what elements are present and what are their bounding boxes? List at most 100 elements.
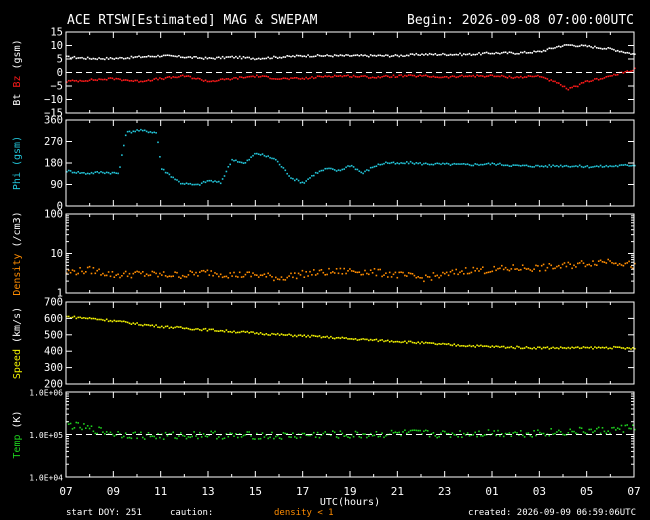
data-point <box>92 317 95 320</box>
data-point <box>417 54 419 56</box>
data-point <box>172 55 174 57</box>
data-point <box>204 327 207 330</box>
data-point <box>233 330 235 333</box>
data-point <box>248 75 250 78</box>
data-point <box>390 161 393 164</box>
data-point <box>254 438 256 440</box>
data-point <box>634 428 636 431</box>
data-point <box>292 432 294 434</box>
data-point <box>349 165 351 168</box>
data-point <box>366 75 368 78</box>
data-point <box>335 170 338 172</box>
data-point <box>181 56 184 59</box>
data-point <box>464 267 467 269</box>
data-point <box>119 166 121 168</box>
data-point <box>599 432 602 435</box>
data-point <box>535 264 537 267</box>
data-point <box>341 168 344 171</box>
data-point <box>451 269 454 272</box>
data-point <box>499 52 501 55</box>
data-point <box>615 346 617 348</box>
data-point <box>571 346 573 349</box>
data-point <box>447 432 450 435</box>
data-point <box>275 56 277 58</box>
data-point <box>153 325 155 328</box>
data-point <box>288 175 290 177</box>
data-point <box>514 164 516 166</box>
data-point <box>510 51 513 54</box>
data-point <box>445 271 448 274</box>
data-point <box>261 274 264 277</box>
data-point <box>316 75 319 77</box>
data-point <box>195 271 197 274</box>
data-point <box>69 170 72 172</box>
data-point <box>189 270 192 272</box>
data-point <box>197 77 199 80</box>
data-point <box>83 172 85 174</box>
data-point <box>472 53 475 56</box>
data-point <box>269 334 271 336</box>
data-point <box>221 330 224 332</box>
data-point <box>301 432 304 435</box>
data-point <box>273 78 275 80</box>
data-point <box>597 346 600 348</box>
data-point <box>599 347 602 349</box>
data-point <box>537 74 539 77</box>
data-point <box>385 54 387 56</box>
data-point <box>66 81 68 83</box>
data-point <box>94 171 97 173</box>
data-point <box>185 182 188 184</box>
data-point <box>75 317 78 320</box>
data-point <box>98 426 100 429</box>
data-point <box>123 144 125 147</box>
data-point <box>407 431 410 433</box>
data-point <box>510 435 513 437</box>
data-point <box>237 57 239 59</box>
data-point <box>504 347 507 349</box>
data-point <box>176 76 178 79</box>
data-point <box>573 85 575 87</box>
data-point <box>392 74 395 77</box>
data-point <box>415 276 418 279</box>
data-point <box>311 334 313 337</box>
data-point <box>210 270 212 272</box>
data-point <box>316 172 319 174</box>
data-point <box>187 75 190 77</box>
data-point <box>189 328 192 331</box>
data-point <box>200 79 203 81</box>
data-point <box>225 433 228 435</box>
data-point <box>322 432 325 435</box>
data-point <box>105 56 108 59</box>
data-point <box>237 276 239 278</box>
data-point <box>337 336 340 339</box>
data-point <box>406 275 408 277</box>
data-point <box>356 76 359 78</box>
data-point <box>299 182 302 184</box>
data-point <box>216 273 218 275</box>
data-point <box>586 165 589 167</box>
data-point <box>124 134 127 137</box>
data-point <box>373 165 376 168</box>
data-point <box>539 165 541 168</box>
data-point <box>508 75 511 78</box>
data-point <box>147 274 150 277</box>
data-point <box>417 75 419 77</box>
data-point <box>444 53 446 56</box>
data-point <box>497 163 499 165</box>
data-point <box>447 54 450 56</box>
y-tick-label: 200 <box>44 379 63 391</box>
data-point <box>214 330 216 332</box>
data-point <box>369 54 372 56</box>
data-point <box>301 335 304 337</box>
data-point <box>79 316 81 319</box>
data-point <box>138 271 140 273</box>
data-point <box>478 52 480 54</box>
data-point <box>480 163 482 166</box>
data-point <box>140 128 142 131</box>
data-point <box>301 269 304 272</box>
data-point <box>297 272 300 275</box>
data-point <box>200 329 203 332</box>
data-point <box>601 77 604 80</box>
data-point <box>314 76 317 79</box>
data-point <box>244 57 247 59</box>
